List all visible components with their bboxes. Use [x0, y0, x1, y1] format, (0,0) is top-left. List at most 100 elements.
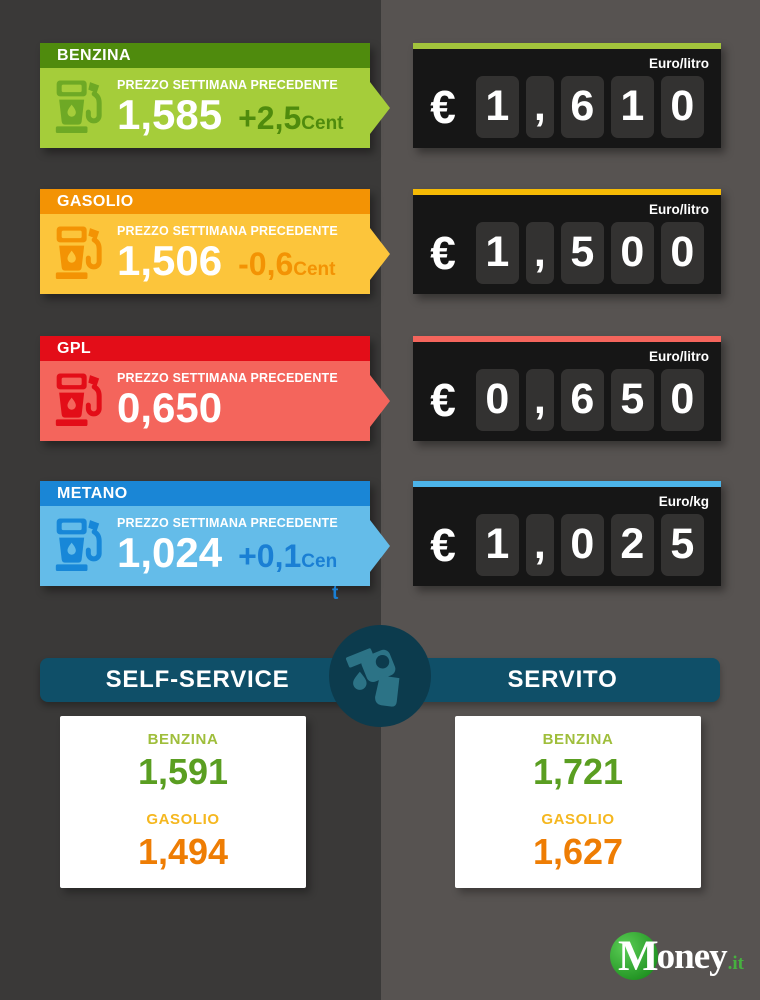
price-change-value: +2,5 — [238, 100, 302, 136]
benzina-self-service-price: 1,591 — [137, 751, 229, 792]
price-digit: 1 — [475, 76, 519, 138]
board-accent-strip — [413, 336, 721, 342]
fuel-name: GASOLIO — [40, 189, 370, 214]
board-accent-strip — [413, 43, 721, 49]
right-arrow — [370, 520, 390, 572]
benzina-label: BENZINA — [147, 731, 219, 748]
prev-price-value: 1,506 — [117, 237, 223, 284]
board-display: Euro/litro € 0 , 6 5 0 — [413, 342, 721, 441]
price-board-gasolio: Euro/litro € 1 , 5 0 0 — [413, 189, 721, 294]
prev-price-value: 1,585 — [117, 91, 223, 138]
price-comma: , — [525, 514, 554, 576]
prev-price-label: PREZZO SETTIMANA PRECEDENTE — [117, 371, 338, 385]
self-service-bar: SELF-SERVICE — [40, 658, 355, 702]
price-comma: , — [525, 76, 554, 138]
logo-initial: M — [618, 932, 659, 980]
price-change-unit: Cen — [301, 551, 338, 572]
price-digit: 5 — [560, 222, 604, 284]
price-comma: , — [525, 222, 554, 284]
prev-price-value: 0,650 — [117, 384, 223, 431]
price-change-value: +0,1 — [238, 538, 302, 574]
right-arrow — [370, 228, 390, 280]
board-display: Euro/kg € 1 , 0 2 5 — [413, 487, 721, 586]
money-it-logo: M oney .it — [610, 932, 744, 980]
unit-label: Euro/litro — [649, 56, 709, 71]
servito-bar: SERVITO — [405, 658, 720, 702]
logo-circle-icon — [610, 932, 659, 980]
price-digit: 0 — [660, 369, 704, 431]
price-change-unit: Cent — [293, 259, 336, 280]
fuel-card-gasolio: GASOLIO PREZZO SETTIMANA PRECEDENTE 1,50… — [40, 189, 390, 294]
price-digit: 0 — [610, 222, 654, 284]
price-digit: 6 — [560, 369, 604, 431]
fuel-card-body: PREZZO SETTIMANA PRECEDENTE 0,650 — [40, 361, 390, 441]
price-board-benzina: Euro/litro € 1 , 6 1 0 — [413, 43, 721, 148]
nozzle-circle-badge — [329, 625, 431, 727]
fuel-nozzle-icon — [345, 648, 400, 707]
gasolio-servito-price: 1,627 — [532, 831, 624, 872]
self-service-price-card: BENZINA 1,591 GASOLIO 1,494 — [60, 716, 306, 888]
logo-tld: .it — [727, 953, 744, 974]
fuel-card-body: PREZZO SETTIMANA PRECEDENTE 1,585 +2,5Ce… — [40, 68, 390, 148]
fuel-name: GPL — [40, 336, 370, 361]
price-change: +2,5Cent — [238, 100, 343, 137]
price-board-gpl: Euro/litro € 0 , 6 5 0 — [413, 336, 721, 441]
price-change: -0,6Cent — [238, 246, 335, 283]
fuel-name: BENZINA — [40, 43, 370, 68]
prev-price-label: PREZZO SETTIMANA PRECEDENTE — [117, 224, 338, 238]
fuel-pump-icon — [55, 373, 102, 426]
gasolio-label: GASOLIO — [146, 811, 220, 828]
price-digit: 1 — [610, 76, 654, 138]
servito-price-card: BENZINA 1,721 GASOLIO 1,627 — [455, 716, 701, 888]
unit-label: Euro/kg — [658, 494, 709, 509]
self-service-title: SELF-SERVICE — [105, 666, 290, 693]
logo-wordmark: oney — [656, 935, 728, 977]
price-board-metano: Euro/kg € 1 , 0 2 5 — [413, 481, 721, 586]
price-change: +0,1Cen — [238, 538, 337, 575]
euro-sign: € — [430, 227, 456, 279]
unit-label: Euro/litro — [649, 349, 709, 364]
fuel-card-gpl: GPL PREZZO SETTIMANA PRECEDENTE 0,650 — [40, 336, 390, 441]
prev-price-value: 1,024 — [117, 529, 223, 576]
board-accent-strip — [413, 481, 721, 487]
fuel-pump-icon — [55, 518, 102, 571]
price-digit: 0 — [660, 222, 704, 284]
gasolio-self-service-price: 1,494 — [137, 831, 229, 872]
benzina-servito-price: 1,721 — [532, 751, 624, 792]
prev-price-label: PREZZO SETTIMANA PRECEDENTE — [117, 78, 338, 92]
board-display: Euro/litro € 1 , 5 0 0 — [413, 195, 721, 294]
prev-price-label: PREZZO SETTIMANA PRECEDENTE — [117, 516, 338, 530]
servito-title: SERVITO — [507, 666, 618, 693]
fuel-card-body: PREZZO SETTIMANA PRECEDENTE 1,024 +0,1Ce… — [40, 506, 390, 586]
fuel-pump-icon — [55, 80, 102, 133]
price-digit: 1 — [475, 514, 519, 576]
price-digit: 0 — [475, 369, 519, 431]
price-comma: , — [525, 369, 554, 431]
fuel-card-benzina: BENZINA PREZZO SETTIMANA PRECEDENTE 1,58… — [40, 43, 390, 148]
euro-sign: € — [430, 374, 456, 426]
price-digit: 1 — [475, 222, 519, 284]
euro-sign: € — [430, 81, 456, 133]
fuel-pump-icon — [55, 226, 102, 279]
price-digit: 5 — [610, 369, 654, 431]
price-digit: 5 — [660, 514, 704, 576]
right-arrow — [370, 82, 390, 134]
gasolio-label: GASOLIO — [541, 811, 615, 828]
right-arrow — [370, 375, 390, 427]
price-change-unit: Cent — [301, 113, 344, 134]
fuel-card-body: PREZZO SETTIMANA PRECEDENTE 1,506 -0,6Ce… — [40, 214, 390, 294]
board-display: Euro/litro € 1 , 6 1 0 — [413, 49, 721, 148]
price-digit: 0 — [560, 514, 604, 576]
price-digit: 6 — [560, 76, 604, 138]
fuel-name: METANO — [40, 481, 370, 506]
price-digit: 2 — [610, 514, 654, 576]
benzina-label: BENZINA — [542, 731, 614, 748]
price-change-value: -0,6 — [238, 246, 294, 282]
price-change-unit-overflow: t — [332, 583, 339, 604]
board-accent-strip — [413, 189, 721, 195]
price-digit: 0 — [660, 76, 704, 138]
fuel-card-metano: METANO PREZZO SETTIMANA PRECEDENTE 1,024… — [40, 481, 390, 604]
unit-label: Euro/litro — [649, 202, 709, 217]
euro-sign: € — [430, 519, 456, 571]
